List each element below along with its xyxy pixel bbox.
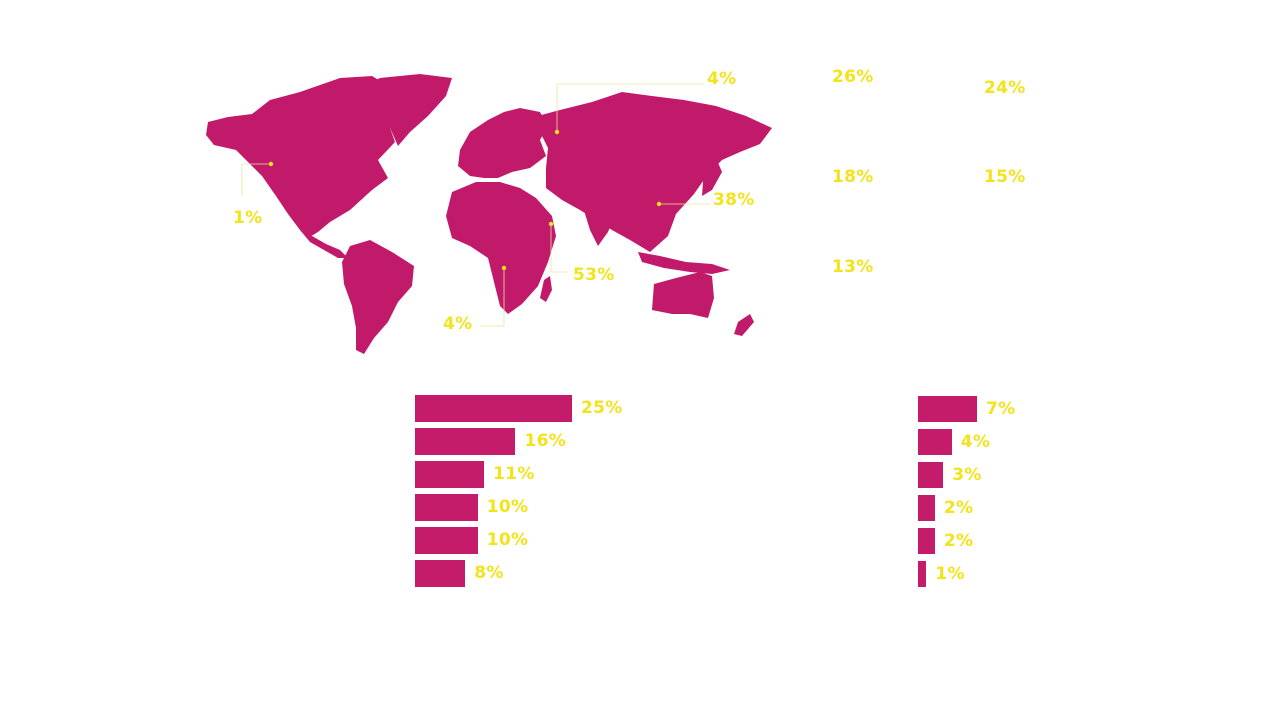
south-america-shape (342, 240, 414, 354)
bar-right-2 (918, 429, 952, 455)
bar-right-5-label: 2% (943, 530, 974, 551)
dot-russia (554, 129, 560, 135)
leader-north-america (241, 163, 271, 196)
bar-left-3-label: 11% (493, 464, 535, 484)
bar-left-4 (415, 494, 478, 521)
madagascar-shape (540, 276, 552, 302)
new-zealand-shape (734, 314, 754, 336)
southeast-asia-shape (638, 252, 730, 274)
bar-left-5 (415, 527, 478, 554)
dot-central-africa (501, 265, 507, 271)
callout-south-africa-label: 4% (443, 314, 473, 334)
bar-right-6 (918, 561, 927, 587)
side-stat-2: 24% (984, 78, 1026, 98)
bar-left-6-label: 8% (474, 563, 504, 583)
bar-right-4-label: 2% (943, 497, 974, 518)
side-stat-5: 13% (832, 257, 874, 277)
callout-north-america-label: 1% (233, 208, 263, 228)
side-stat-4: 15% (984, 167, 1026, 187)
callout-east-asia-label: 38% (713, 190, 755, 210)
dot-middle-east (548, 221, 554, 227)
bar-right-6-label: 1% (935, 563, 965, 584)
bar-left-3 (415, 461, 485, 488)
bar-right-5 (918, 528, 935, 554)
dot-east-asia (656, 201, 662, 207)
europe-shape (458, 108, 548, 178)
callout-central-africa-label: 53% (573, 265, 615, 285)
callout-russia-label: 4% (707, 69, 737, 89)
australia-shape (652, 272, 714, 318)
bar-right-1 (918, 396, 977, 422)
dot-north-america (268, 161, 274, 167)
side-stat-3: 18% (832, 167, 874, 187)
leader-middle-east (550, 224, 568, 273)
leader-south-africa (480, 268, 505, 327)
bar-right-3-label: 3% (952, 464, 982, 485)
leader-russia (556, 83, 704, 132)
bar-left-2 (415, 428, 516, 455)
bar-left-4-label: 10% (486, 497, 529, 517)
greenland-shape (360, 74, 452, 146)
bar-left-1-label: 25% (581, 398, 623, 418)
bar-left-1 (415, 395, 572, 422)
continents (206, 74, 772, 354)
japan-shape (702, 158, 722, 196)
north-america-shape (206, 76, 410, 238)
callout-leaders (241, 83, 710, 327)
bar-left-2-label: 16% (524, 431, 567, 451)
bar-left-6 (415, 560, 466, 587)
bar-right-2-label: 4% (960, 431, 991, 452)
africa-shape (446, 182, 556, 314)
india-shape (582, 200, 616, 246)
central-america-shape (300, 230, 348, 258)
bar-right-4 (918, 495, 935, 521)
side-stat-1: 26% (832, 67, 874, 87)
bar-right-3 (918, 462, 944, 488)
callout-dots (268, 129, 662, 271)
bar-right-1-label: 7% (986, 398, 1016, 419)
bar-left-5-label: 10% (486, 530, 529, 550)
